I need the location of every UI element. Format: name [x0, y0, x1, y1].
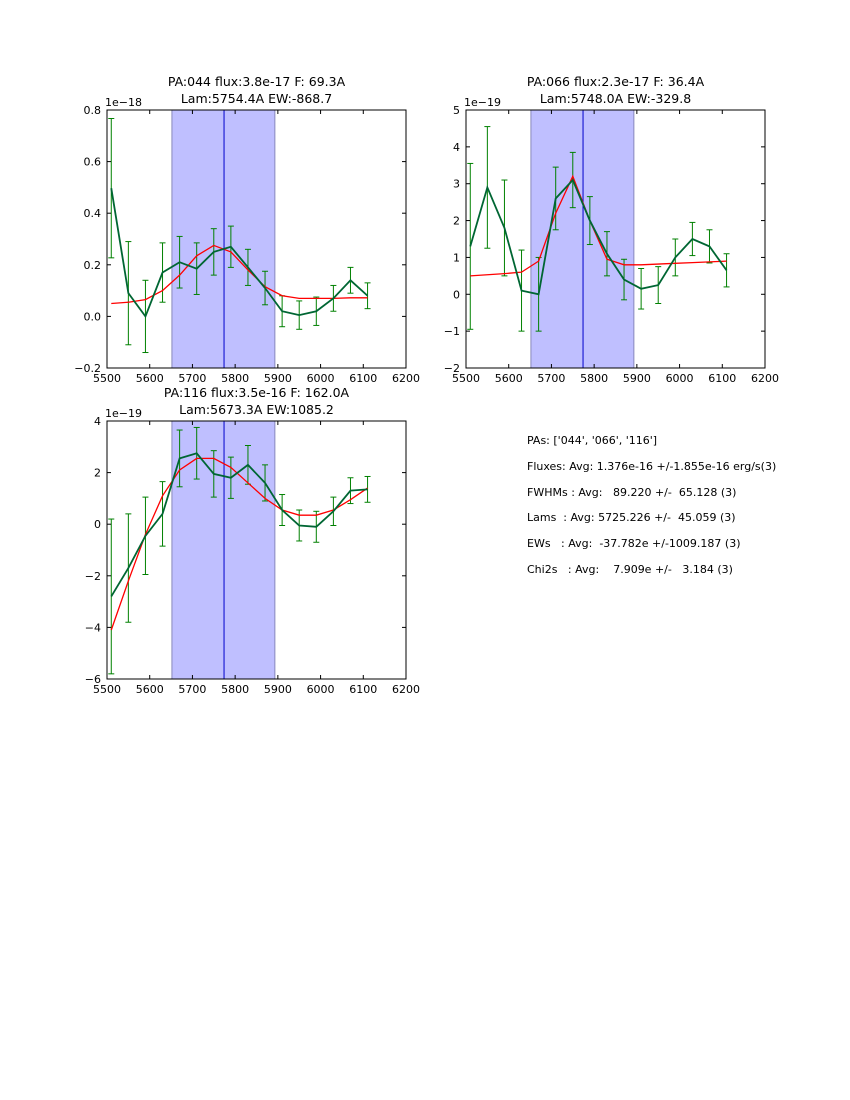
- x-tick-label: 5600: [495, 372, 523, 385]
- subplot-title-line1: PA:066 flux:2.3e-17 F: 36.4A: [527, 74, 705, 89]
- x-tick-label: 5600: [136, 372, 164, 385]
- y-tick-label: 0.4: [84, 207, 102, 220]
- x-tick-label: 6100: [708, 372, 736, 385]
- x-tick-label: 6100: [349, 372, 377, 385]
- x-tick-label: 5800: [221, 683, 249, 696]
- y-tick-label: 0.8: [84, 104, 102, 117]
- y-tick-label: 2: [94, 467, 101, 480]
- x-tick-label: 6100: [349, 683, 377, 696]
- y-tick-label: −4: [85, 621, 101, 634]
- shaded-band: [171, 420, 276, 680]
- x-tick-label: 6000: [307, 372, 335, 385]
- y-tick-label: 4: [94, 415, 101, 428]
- x-tick-label: 5700: [178, 683, 206, 696]
- y-multiplier: 1e−19: [464, 96, 501, 109]
- y-tick-label: 0.0: [84, 310, 102, 323]
- subplot-title-line2: Lam:5754.4A EW:-868.7: [181, 91, 332, 106]
- subplot-title-line2: Lam:5748.0A EW:-329.8: [540, 91, 691, 106]
- summary-chi2s: Chi2s : Avg: 7.909e +/- 3.184 (3): [527, 562, 733, 576]
- subplot-1: PA:044 flux:3.8e-17 F: 69.3A Lam:5754.4A …: [74, 74, 420, 385]
- x-tick-label: 5500: [93, 372, 121, 385]
- y-multiplier: 1e−19: [105, 407, 142, 420]
- x-tick-label: 6200: [751, 372, 779, 385]
- x-tick-label: 5700: [178, 372, 206, 385]
- x-tick-label: 5500: [452, 372, 480, 385]
- summary-lams: Lams : Avg: 5725.226 +/- 45.059 (3): [527, 511, 736, 525]
- x-tick-label: 5600: [136, 683, 164, 696]
- y-tick-label: −0.2: [74, 362, 101, 375]
- y-tick-label: −2: [85, 570, 101, 583]
- plot-area: [467, 126, 730, 332]
- shaded-band: [171, 109, 276, 369]
- x-tick-label: 6200: [392, 683, 420, 696]
- fit-line: [110, 457, 368, 631]
- summary-fwhms: FWHMs : Avg: 89.220 +/- 65.128 (3): [527, 485, 737, 499]
- data-line: [469, 178, 728, 296]
- x-tick-label: 5900: [264, 372, 292, 385]
- data-line: [110, 188, 369, 319]
- y-tick-label: −6: [85, 673, 101, 686]
- plot-area: [108, 426, 371, 675]
- data-line: [110, 452, 368, 597]
- y-tick-label: 0.2: [84, 259, 102, 272]
- x-tick-label: 6200: [392, 372, 420, 385]
- axes-frame: [465, 109, 766, 369]
- summary-panel: PAs: ['044', '066', '116'] Fluxes: Avg: …: [527, 434, 776, 589]
- axes-frame: [106, 109, 407, 369]
- summary-fluxes: Fluxes: Avg: 1.376e-16 +/-1.855e-16 erg/…: [527, 459, 777, 473]
- y-multiplier: 1e−18: [105, 96, 142, 109]
- subplot-title-line1: PA:044 flux:3.8e-17 F: 69.3A: [168, 74, 346, 89]
- x-tick-label: 5900: [623, 372, 651, 385]
- y-tick-label: 2: [453, 215, 460, 228]
- y-tick-label: 0: [94, 518, 101, 531]
- y-tick-label: −1: [444, 325, 460, 338]
- y-tick-label: 1: [453, 251, 460, 264]
- y-tick-label: 0.6: [84, 156, 102, 169]
- subplot-2: PA:066 flux:2.3e-17 F: 36.4A Lam:5748.0A …: [444, 74, 779, 385]
- subplot-3: PA:116 flux:3.5e-16 F: 162.0A Lam:5673.3A…: [85, 385, 420, 696]
- x-tick-label: 6000: [666, 372, 694, 385]
- summary-pas: PAs: ['044', '066', '116']: [527, 434, 658, 447]
- axes-frame: [106, 420, 407, 680]
- subplot-title-line2: Lam:5673.3A EW:1085.2: [179, 402, 334, 417]
- x-tick-label: 6000: [307, 683, 335, 696]
- y-tick-label: 5: [453, 104, 460, 117]
- y-tick-label: 4: [453, 141, 460, 154]
- fit-line: [470, 174, 727, 277]
- subplot-title-line1: PA:116 flux:3.5e-16 F: 162.0A: [164, 385, 350, 400]
- y-tick-label: −2: [444, 362, 460, 375]
- summary-ews: EWs : Avg: -37.782e +/-1009.187 (3): [527, 537, 741, 551]
- x-tick-label: 5800: [221, 372, 249, 385]
- x-tick-label: 5500: [93, 683, 121, 696]
- plot-area: [108, 118, 371, 354]
- x-tick-label: 5900: [264, 683, 292, 696]
- x-tick-label: 5800: [580, 372, 608, 385]
- x-tick-label: 5700: [537, 372, 565, 385]
- y-tick-label: 0: [453, 288, 460, 301]
- y-tick-label: 3: [453, 178, 460, 191]
